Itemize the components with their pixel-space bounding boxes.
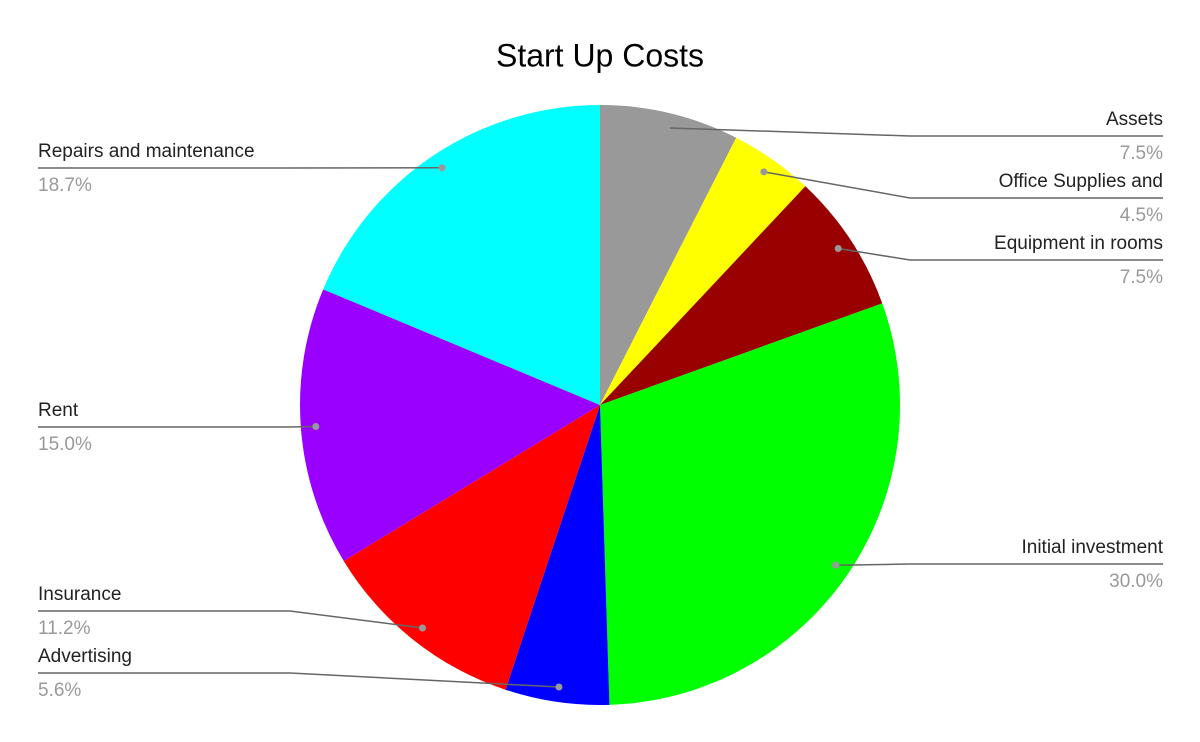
leader-line: [38, 672, 559, 688]
leader-line: [666, 127, 1163, 137]
pie-slice: [343, 405, 600, 690]
chart-title: Start Up Costs: [496, 37, 704, 73]
pie-slice: [323, 105, 600, 405]
leader-dot: [760, 168, 768, 176]
pie-slice: [600, 105, 737, 405]
slice-label: Rent: [38, 400, 79, 421]
leader-line: [763, 171, 1163, 199]
leader-dot: [834, 245, 842, 253]
slice-value-label: 7.5%: [1120, 267, 1163, 288]
slice-value-label: 7.5%: [1120, 143, 1163, 164]
slice-label: Assets: [1106, 109, 1163, 130]
pie-slice: [600, 303, 900, 705]
slice-value-label: 15.0%: [38, 434, 92, 455]
leader-dot: [555, 683, 563, 691]
slice-label: Insurance: [38, 584, 121, 605]
slice-label: Advertising: [38, 646, 132, 667]
pie-slice: [600, 186, 883, 405]
pie-slice: [505, 405, 610, 705]
leader-line: [38, 610, 423, 629]
slice-value-label: 30.0%: [1109, 571, 1163, 592]
slice-value-label: 4.5%: [1120, 205, 1163, 226]
slice-label: Initial investment: [1021, 537, 1163, 558]
leader-line: [835, 563, 1163, 566]
pie-slice: [300, 289, 600, 561]
slice-label: Office Supplies and: [999, 171, 1163, 192]
leader-dot: [419, 624, 427, 632]
leader-line: [838, 247, 1163, 261]
slice-value-label: 5.6%: [38, 680, 81, 701]
leader-dot: [438, 164, 446, 172]
leader-dot: [832, 561, 840, 569]
slice-label: Repairs and maintenance: [38, 141, 255, 162]
slice-label: Equipment in rooms: [994, 233, 1163, 254]
leader-dot: [312, 422, 320, 430]
pie-slice: [600, 137, 806, 405]
slice-value-label: 18.7%: [38, 175, 92, 196]
leader-line: [38, 425, 316, 428]
leader-dot: [663, 124, 671, 132]
slice-value-label: 11.2%: [38, 618, 91, 639]
